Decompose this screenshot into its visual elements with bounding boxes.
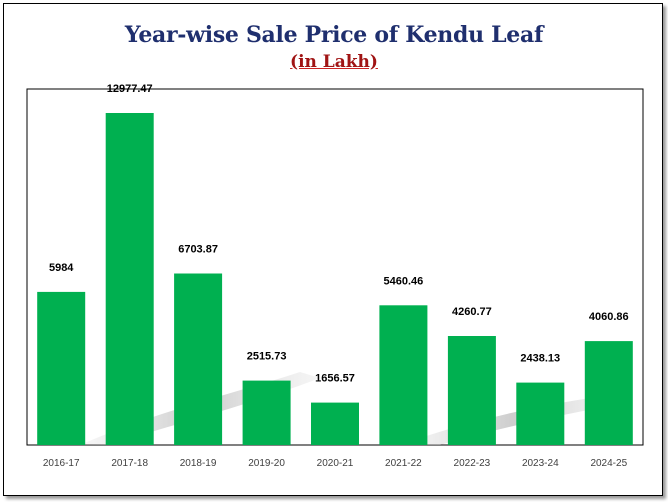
data-label-2016-17: 5984 <box>49 262 74 274</box>
bar-2018-19 <box>174 273 223 445</box>
bar-2021-22 <box>379 305 428 445</box>
bar-2016-17 <box>37 291 86 445</box>
bar-2023-24 <box>516 382 565 445</box>
bar-2017-18 <box>105 113 154 445</box>
data-label-2023-24: 2438.13 <box>520 353 560 365</box>
x-tick-2020-21: 2020-21 <box>317 458 354 469</box>
data-label-2020-21: 1656.57 <box>315 373 355 385</box>
x-tick-2024-25: 2024-25 <box>590 458 627 469</box>
x-tick-2016-17: 2016-17 <box>43 458 80 469</box>
x-tick-2018-19: 2018-19 <box>180 458 217 469</box>
x-tick-2022-23: 2022-23 <box>454 458 491 469</box>
chart-subtitle-text: (in Lakh) <box>290 52 378 72</box>
chart-subtitle: (in Lakh) <box>0 52 668 72</box>
bar-2019-20 <box>242 380 291 445</box>
data-label-2018-19: 6703.87 <box>178 244 218 256</box>
data-label-2019-20: 2515.73 <box>247 351 287 363</box>
x-tick-2019-20: 2019-20 <box>248 458 285 469</box>
data-label-2022-23: 4260.77 <box>452 306 492 318</box>
chart-title: Year-wise Sale Price of Kendu Leaf <box>124 22 544 48</box>
data-label-2024-25: 4060.86 <box>589 311 629 323</box>
bar-2022-23 <box>447 336 496 445</box>
bar-2020-21 <box>311 402 359 445</box>
x-tick-2021-22: 2021-22 <box>385 458 422 469</box>
data-label-2017-18: 12977.47 <box>107 83 153 95</box>
data-label-2021-22: 5460.46 <box>384 275 424 287</box>
x-tick-2023-24: 2023-24 <box>522 458 559 469</box>
x-tick-2017-18: 2017-18 <box>111 458 148 469</box>
bar-2024-25 <box>584 341 633 445</box>
